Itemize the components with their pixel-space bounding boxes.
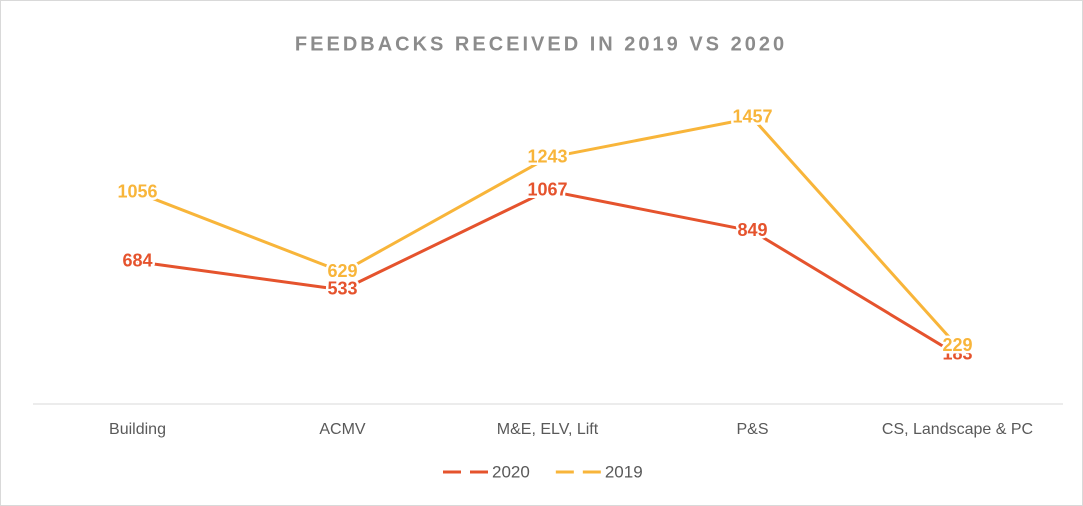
data-label: 1243 (527, 147, 567, 167)
x-tick-label: M&E, ELV, Lift (497, 421, 599, 438)
data-label: 1056 (117, 181, 157, 201)
data-label: 1067 (527, 179, 567, 199)
x-tick-label: Building (109, 421, 166, 438)
data-label: 533 (327, 279, 357, 299)
series-line (137, 189, 959, 357)
series-line (136, 116, 959, 348)
data-label: 684 (122, 251, 152, 271)
data-label: 629 (327, 261, 357, 281)
x-tick-label: CS, Landscape & PC (882, 421, 1033, 438)
x-tick-label: P&S (736, 421, 768, 438)
x-tick-label: ACMV (319, 421, 366, 438)
legend-label: 2020 (492, 462, 530, 481)
data-label: 1457 (732, 107, 772, 127)
data-label: 229 (942, 335, 972, 355)
legend-label: 2019 (605, 462, 643, 481)
chart-title: FEEDBACKS RECEIVED IN 2019 VS 2020 (295, 33, 787, 55)
data-label: 849 (737, 220, 767, 240)
data-label: 183 (942, 344, 972, 364)
